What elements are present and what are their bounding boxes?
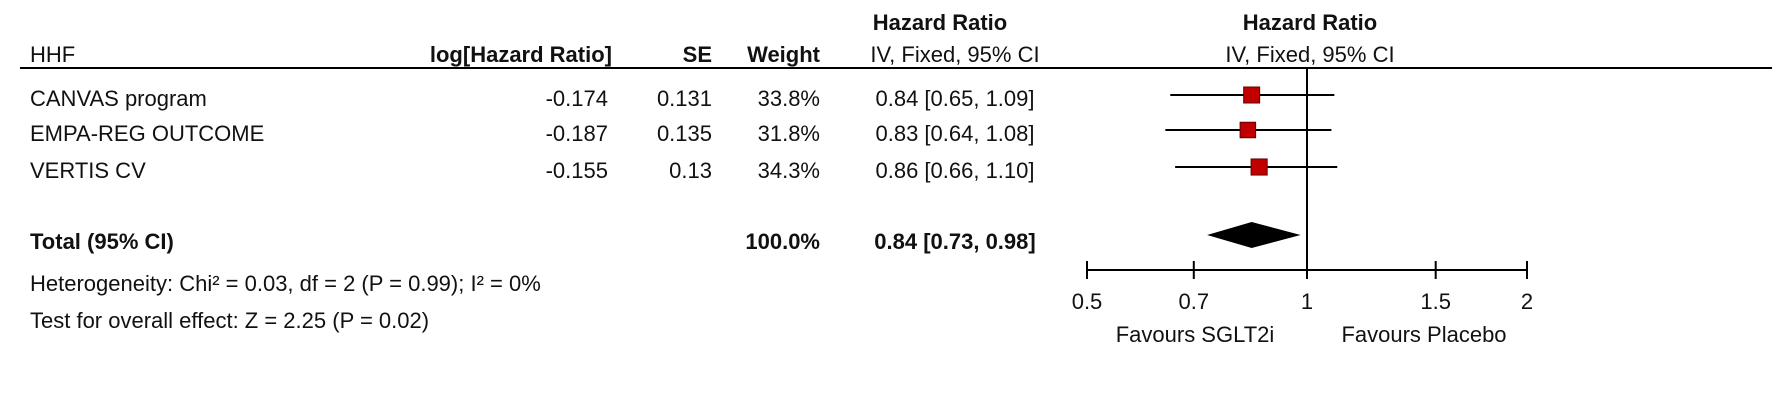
x-tick-label: 0.7 (1178, 289, 1209, 314)
favours-right: Favours Placebo (1341, 322, 1506, 347)
total-diamond (1207, 222, 1301, 248)
log-hr-header: log[Hazard Ratio] (430, 42, 612, 67)
study-name: CANVAS program (30, 86, 207, 111)
x-tick-label: 1 (1301, 289, 1313, 314)
log-hr: -0.155 (546, 158, 608, 183)
effect-box (1239, 121, 1257, 139)
favours-left: Favours SGLT2i (1116, 322, 1275, 347)
se: 0.131 (657, 86, 712, 111)
weight: 33.8% (758, 86, 820, 111)
total-label: Total (95% CI) (30, 229, 174, 254)
log-hr: -0.174 (546, 86, 608, 111)
se-header: SE (683, 42, 712, 67)
plot-header: Hazard Ratio (1243, 10, 1377, 35)
hr-ci: 0.86 [0.66, 1.10] (875, 158, 1034, 183)
total-hr: 0.84 [0.73, 0.98] (874, 229, 1035, 254)
x-tick-label: 1.5 (1420, 289, 1451, 314)
hr-ci: 0.84 [0.65, 1.09] (875, 86, 1034, 111)
hr-ci: 0.83 [0.64, 1.08] (875, 121, 1034, 146)
se: 0.13 (669, 158, 712, 183)
heterogeneity: Heterogeneity: Chi² = 0.03, df = 2 (P = … (30, 271, 541, 296)
total-weight: 100.0% (745, 229, 820, 254)
effect-box (1250, 158, 1268, 176)
effect-box (1243, 86, 1261, 104)
se: 0.135 (657, 121, 712, 146)
log-hr: -0.187 (546, 121, 608, 146)
x-tick-label: 2 (1521, 289, 1533, 314)
study-name: EMPA-REG OUTCOME (30, 121, 264, 146)
weight-header: Weight (747, 42, 821, 67)
study-name: VERTIS CV (30, 158, 146, 183)
x-tick-label: 0.5 (1072, 289, 1103, 314)
weight: 31.8% (758, 121, 820, 146)
study-header: HHF (30, 42, 75, 67)
weight: 34.3% (758, 158, 820, 183)
plot-header-method: IV, Fixed, 95% CI (1225, 42, 1394, 67)
overall-effect: Test for overall effect: Z = 2.25 (P = 0… (30, 308, 429, 333)
hr-header: Hazard Ratio (873, 10, 1007, 35)
hr-header-method: IV, Fixed, 95% CI (870, 42, 1039, 67)
